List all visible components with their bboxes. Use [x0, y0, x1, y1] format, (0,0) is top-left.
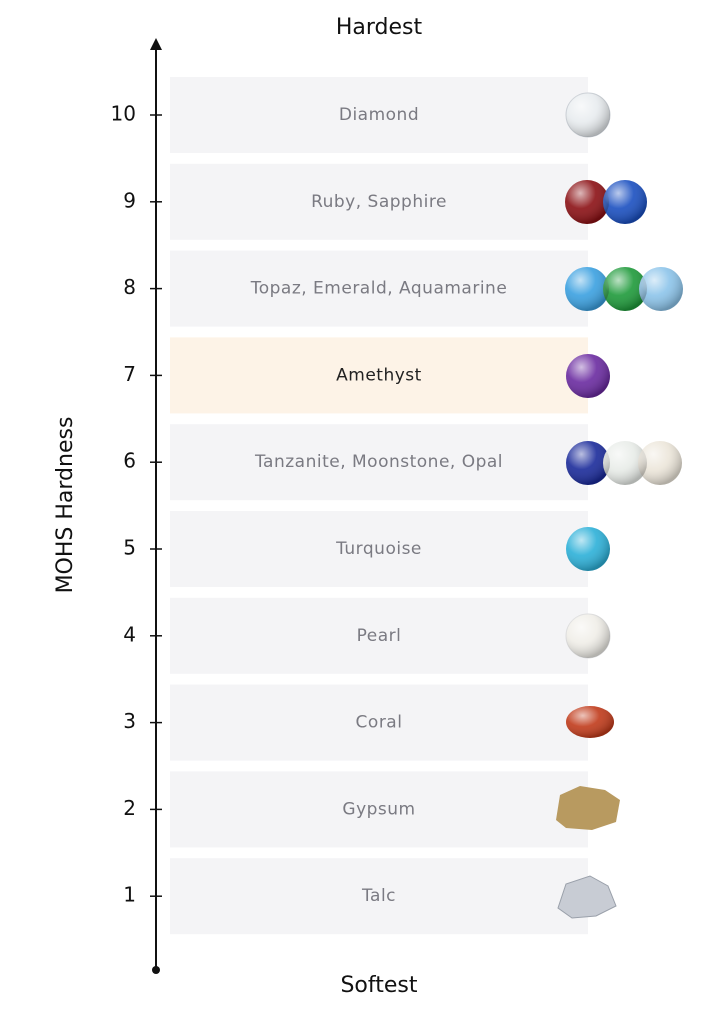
level-label: 9 — [123, 188, 136, 212]
gem-names: Talc — [361, 886, 396, 906]
gem-names: Coral — [356, 713, 403, 733]
level-label: 8 — [123, 275, 136, 299]
row-band — [170, 597, 588, 674]
row-band — [170, 337, 588, 414]
level-label: 5 — [123, 536, 136, 560]
diamond-shine — [566, 93, 610, 137]
gem-names: Tanzanite, Moonstone, Opal — [254, 452, 503, 472]
level-label: 2 — [123, 796, 136, 820]
level-label: 4 — [123, 622, 136, 646]
row-band — [170, 684, 588, 761]
gem-names: Diamond — [339, 105, 419, 125]
gem-names: Ruby, Sapphire — [311, 192, 447, 212]
row-band — [170, 250, 588, 327]
row-band — [170, 858, 588, 935]
row-band — [170, 424, 588, 501]
gem-names: Gypsum — [342, 799, 415, 819]
row-band — [170, 163, 588, 240]
level-label: 3 — [123, 709, 136, 733]
row-band — [170, 511, 588, 587]
axis-label: MOHS Hardness — [53, 417, 78, 594]
level-label: 6 — [123, 449, 136, 473]
gem-names: Turquoise — [335, 539, 422, 559]
level-label: 1 — [123, 883, 136, 907]
gem-shines — [565, 180, 683, 738]
level-label: 7 — [123, 362, 136, 386]
gypsum-icon — [556, 786, 620, 830]
axis-arrow — [150, 38, 162, 50]
gem-names: Topaz, Emerald, Aquamarine — [250, 279, 508, 299]
row-band — [170, 771, 588, 848]
bottom-label: Softest — [340, 973, 417, 998]
gem-names: Pearl — [357, 626, 402, 646]
gem-icons — [556, 92, 683, 919]
rows: 10 Diamond 9 Ruby, Sapphire 8 Topaz, Emerald,… — [111, 77, 588, 935]
gem-names: Amethyst — [336, 365, 422, 385]
top-label: Hardest — [336, 15, 423, 40]
axis-dot — [152, 966, 160, 974]
level-label: 10 — [111, 102, 136, 126]
talc-icon — [557, 875, 617, 919]
row-band — [170, 77, 588, 153]
